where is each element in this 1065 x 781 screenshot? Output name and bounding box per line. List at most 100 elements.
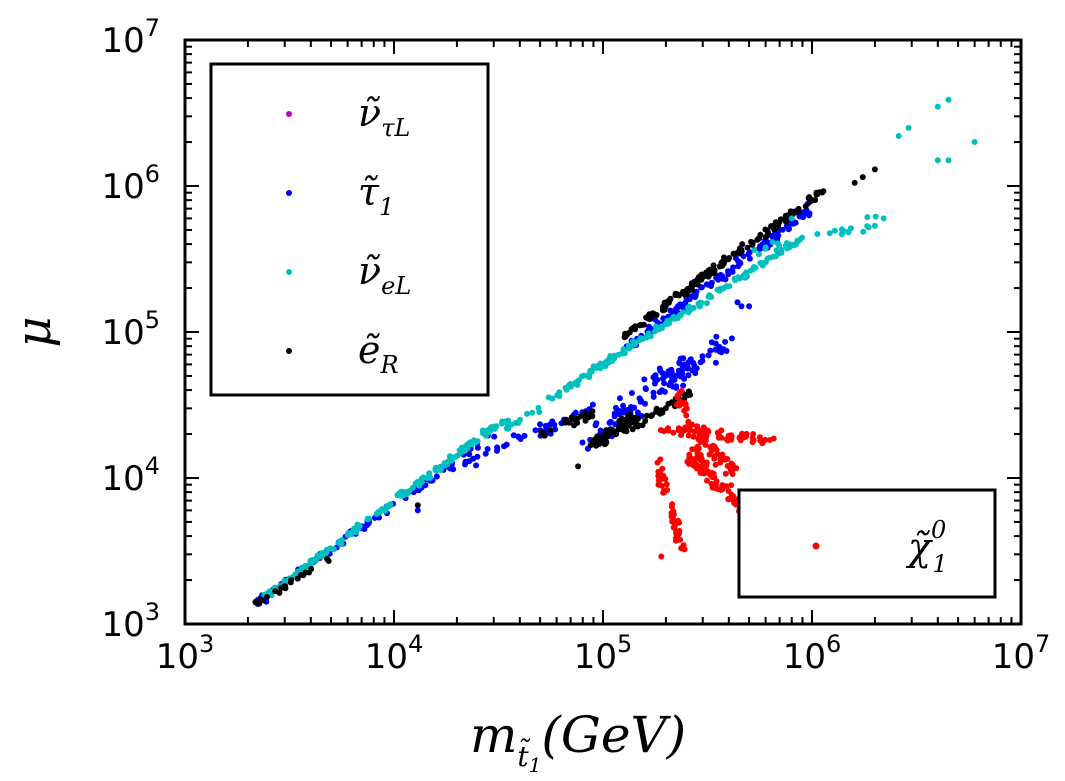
- stau-1-point: [661, 388, 668, 395]
- stau-1-point: [642, 400, 648, 407]
- stau-1-point: [664, 371, 671, 378]
- selectron-R-point: [703, 269, 710, 276]
- selectron-R-point: [859, 174, 866, 181]
- neutralino-1-point: [720, 455, 727, 461]
- stau-1-point: [611, 413, 618, 420]
- selectron-R-point: [590, 440, 597, 447]
- neutralino-1-point: [696, 455, 703, 462]
- neutralino-1-point: [704, 477, 710, 484]
- selectron-R-point: [624, 420, 631, 427]
- nu-e-L-point: [572, 379, 579, 386]
- stau-1-point: [792, 219, 799, 226]
- nu-e-L-point: [643, 334, 650, 341]
- selectron-R-point: [276, 589, 283, 596]
- nu-e-L-point: [688, 306, 695, 313]
- nu-e-L-point: [489, 423, 496, 430]
- selectron-R-point: [648, 413, 655, 420]
- stau-1-point: [722, 338, 729, 345]
- selectron-R-point: [710, 262, 717, 269]
- nu-e-L-point: [772, 253, 779, 260]
- stau-1-point: [738, 303, 745, 310]
- stau-1-point: [673, 383, 680, 390]
- stau-1-point: [697, 359, 704, 366]
- x-axis-label: mt̃1(GeV): [470, 706, 686, 777]
- selectron-R-point: [563, 417, 570, 424]
- stau-1-point: [501, 443, 507, 450]
- svg-text:mt̃1(GeV): mt̃1(GeV): [470, 706, 686, 777]
- legend-main: ν̃τL τ̃1 ν̃eL ẽR: [209, 62, 490, 397]
- selectron-R-point: [288, 577, 295, 583]
- neutralino-1-point: [660, 472, 667, 479]
- selectron-R-point: [871, 166, 878, 173]
- stau-1-point: [515, 434, 522, 440]
- legend-label-nu-tau-L: ν̃τL: [358, 91, 410, 142]
- stau-1-point: [718, 349, 725, 356]
- nu-e-L-point: [637, 335, 644, 342]
- selectron-R-point: [306, 569, 312, 576]
- stau-1-point: [482, 450, 489, 457]
- nu-e-L-point: [354, 521, 361, 528]
- selectron-R-point: [645, 315, 652, 322]
- stau-1-point: [620, 402, 627, 409]
- nu-e-L-point: [664, 317, 671, 324]
- nu-e-L-point: [474, 438, 481, 445]
- stau-1-point: [433, 473, 440, 480]
- selectron-R-point: [664, 300, 671, 307]
- nu-e-L-point: [567, 381, 574, 387]
- neutralino-1-point: [694, 423, 700, 430]
- neutralino-1-point: [730, 493, 737, 500]
- stau-1-point: [668, 379, 674, 386]
- nu-e-L-point: [880, 215, 887, 222]
- y-tick-label: 104: [101, 452, 160, 499]
- nu-e-L-point: [529, 409, 536, 416]
- selectron-R-point: [777, 216, 784, 223]
- neutralino-1-point: [724, 463, 731, 469]
- neutralino-1-point: [742, 433, 749, 440]
- nu-e-L-point: [331, 546, 338, 553]
- stau-1-point: [746, 255, 753, 262]
- selectron-R-point: [765, 229, 771, 236]
- nu-e-L-point: [788, 215, 795, 222]
- selectron-R-point: [603, 427, 610, 434]
- nu-e-L-point: [794, 237, 801, 244]
- stau-1-point: [693, 365, 700, 372]
- nu-e-L-point: [658, 323, 665, 330]
- nu-e-L-point: [517, 416, 523, 423]
- neutralino-1-point: [681, 407, 688, 414]
- selectron-R-point: [774, 223, 781, 230]
- neutralino-1-point: [668, 513, 675, 520]
- selectron-R-point: [711, 267, 718, 274]
- nu-e-L-point: [864, 214, 871, 221]
- nu-e-L-point: [826, 230, 833, 237]
- selectron-R-point: [730, 250, 737, 257]
- stau-1-point: [650, 389, 657, 396]
- neutralino-1-point: [658, 553, 665, 560]
- selectron-R-point: [638, 322, 645, 328]
- stau-1-point: [705, 352, 712, 359]
- selectron-R-point: [653, 408, 660, 415]
- selectron-R-point: [739, 241, 746, 248]
- stau-1-point: [616, 395, 623, 402]
- neutralino-1-point: [673, 537, 679, 544]
- stau-1-point: [707, 347, 714, 354]
- neutralino-1-point: [697, 470, 704, 476]
- nu-e-L-point: [736, 275, 743, 282]
- nu-e-L-point: [776, 242, 782, 249]
- neutralino-1-point: [717, 459, 724, 466]
- neutralino-1-point: [719, 482, 726, 489]
- neutralino-1-point: [719, 486, 726, 493]
- legend-main-box: [209, 62, 490, 397]
- legend-label-neutralino-1: χ̃0 1: [905, 516, 948, 578]
- stau-1-point: [642, 386, 649, 393]
- stau-1-point: [510, 432, 517, 439]
- nu-e-L-point: [445, 458, 452, 465]
- legend-secondary-box: [737, 488, 997, 599]
- selectron-R-point: [635, 415, 642, 422]
- nu-e-L-point: [402, 489, 409, 496]
- nu-e-L-point: [732, 277, 739, 284]
- y-axis-label: μ: [6, 316, 62, 347]
- nu-e-L-point: [464, 445, 471, 452]
- nu-e-L-point: [783, 240, 790, 247]
- selectron-R-point: [642, 418, 649, 424]
